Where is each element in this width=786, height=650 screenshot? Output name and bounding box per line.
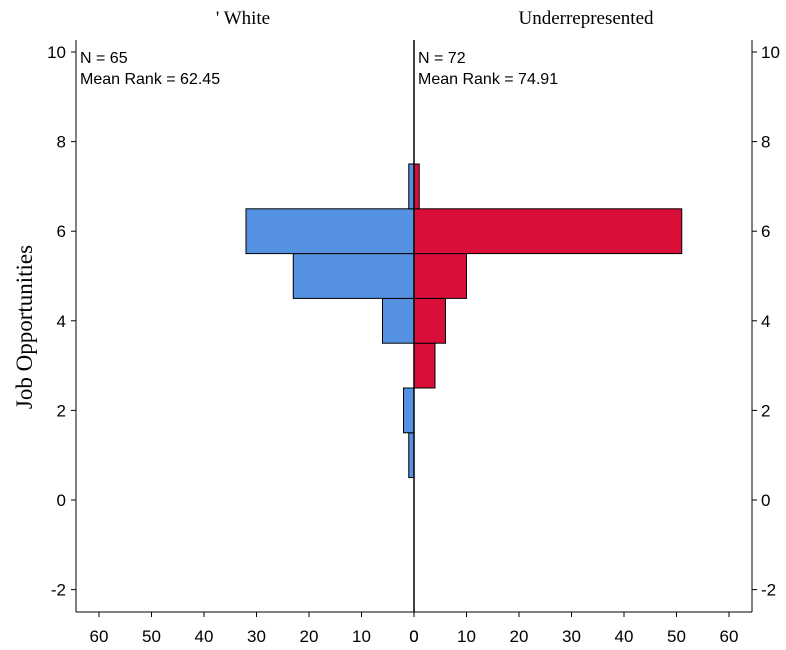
y-tick-label-left-2: 2 xyxy=(57,401,66,420)
x-tick-label-right-30: 30 xyxy=(562,627,581,646)
x-tick-label-left-50: 50 xyxy=(142,627,161,646)
bars xyxy=(245,40,683,612)
x-tick-label-left-60: 60 xyxy=(90,627,109,646)
y-tick-label-left--2: -2 xyxy=(51,581,66,600)
bar-right-y3 xyxy=(413,342,436,389)
bar-right-y6 xyxy=(413,208,683,255)
y-tick-label-right-0: 0 xyxy=(761,491,770,510)
y-tick-label-right-2: 2 xyxy=(761,401,770,420)
mean-rank-label-left: Mean Rank = 62.45 xyxy=(80,71,220,88)
bar-right-y7 xyxy=(413,163,420,210)
x-tick-label-right-20: 20 xyxy=(510,627,529,646)
y-tick-label-right-4: 4 xyxy=(761,312,770,331)
x-tick-label-right-40: 40 xyxy=(615,627,634,646)
bar-left-y2 xyxy=(403,387,415,434)
y-tick-label-right-8: 8 xyxy=(761,133,770,152)
n-label-left: N = 65 xyxy=(80,50,128,67)
bar-left-y5 xyxy=(292,253,415,299)
labels: ' White Underrepresented N = 65 Mean Ran… xyxy=(12,8,654,409)
panel-title-left: ' White xyxy=(216,8,270,29)
x-tick-label-left-30: 30 xyxy=(247,627,266,646)
x-tick-label-left-40: 40 xyxy=(195,627,214,646)
bar-left-y1 xyxy=(408,432,415,479)
n-label-right: N = 72 xyxy=(418,50,466,67)
bar-right-y4 xyxy=(413,297,446,344)
bar-left-y7 xyxy=(408,163,415,210)
bar-left-y4 xyxy=(382,297,415,344)
y-axis-label: Job Opportunities xyxy=(12,245,37,409)
panel-title-right: Underrepresented xyxy=(518,8,654,29)
x-tick-label-right-60: 60 xyxy=(720,627,739,646)
y-tick-label-left-0: 0 xyxy=(57,491,66,510)
y-tick-label-left-8: 8 xyxy=(57,133,66,152)
y-tick-label-left-10: 10 xyxy=(47,43,66,62)
x-tick-label-right-0: 0 xyxy=(409,627,418,646)
y-tick-label-right-6: 6 xyxy=(761,222,770,241)
y-tick-label-right-10: 10 xyxy=(761,43,780,62)
x-tick-label-right-10: 10 xyxy=(457,627,476,646)
mean-rank-label-right: Mean Rank = 74.91 xyxy=(418,71,558,88)
x-tick-label-left-0: 0 xyxy=(409,627,418,646)
bar-right-y5 xyxy=(413,253,467,299)
y-tick-label-left-6: 6 xyxy=(57,222,66,241)
bar-left-y6 xyxy=(245,208,415,255)
y-tick-label-right--2: -2 xyxy=(761,581,776,600)
y-tick-label-left-4: 4 xyxy=(57,312,66,331)
x-tick-label-right-50: 50 xyxy=(667,627,686,646)
x-tick-label-left-10: 10 xyxy=(352,627,371,646)
x-tick-label-left-20: 20 xyxy=(300,627,319,646)
